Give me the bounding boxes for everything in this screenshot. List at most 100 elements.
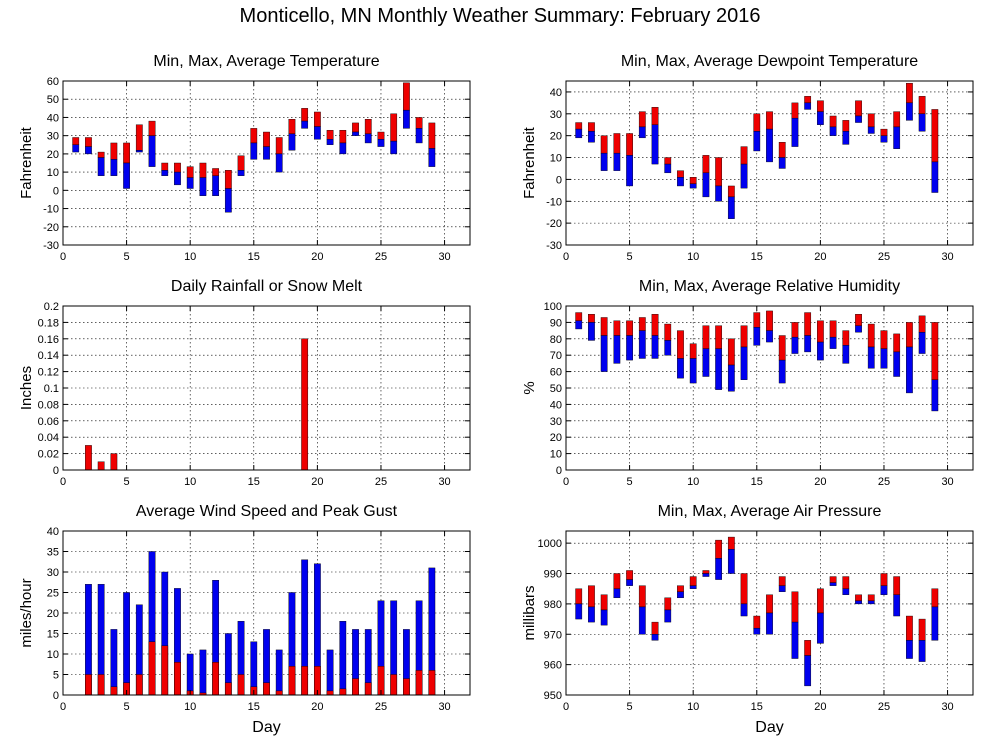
bar-upper [575, 122, 583, 130]
bar-lower [174, 171, 181, 186]
bar-lower [364, 133, 372, 144]
bar-upper [664, 323, 672, 341]
avg-speed-bar [428, 670, 436, 696]
bar-upper [72, 137, 80, 145]
y-tick-label: 0 [556, 465, 562, 477]
avg-speed-bar [161, 645, 169, 696]
avg-speed-bar [364, 682, 372, 696]
bar-lower [753, 327, 761, 346]
rain-bar [110, 453, 118, 471]
bar-upper [715, 157, 723, 187]
y-axis-label: Fahrenheit [521, 126, 538, 199]
bar-upper [97, 151, 105, 158]
x-tick-label: 30 [941, 701, 953, 713]
bar-lower [855, 325, 862, 333]
bar-upper [855, 100, 862, 117]
bar-upper [626, 320, 633, 336]
x-tick-label: 5 [124, 476, 130, 488]
bar-upper [588, 314, 595, 323]
bar-lower [148, 135, 156, 167]
bar-upper [753, 615, 761, 629]
bar-upper [588, 122, 595, 132]
bar-lower [766, 330, 773, 343]
bar-upper [702, 325, 710, 349]
avg-speed-bar [97, 674, 105, 696]
x-tick-label: 10 [184, 476, 196, 488]
bar-lower [842, 345, 850, 364]
bar-upper [829, 115, 837, 128]
bar-upper [931, 588, 939, 608]
bar-upper [339, 129, 347, 144]
chart-title: Min, Max, Average Air Pressure [658, 503, 882, 520]
bar-lower [804, 655, 812, 687]
bar-lower [867, 600, 875, 605]
avg-speed-bar [263, 682, 270, 696]
y-tick-label: 30 [550, 109, 562, 121]
bar-upper [702, 155, 710, 174]
bar-upper [677, 585, 684, 592]
bar-upper [313, 111, 321, 127]
y-axis-label: % [521, 381, 538, 394]
bar-upper [816, 320, 824, 343]
bar-lower [727, 196, 735, 219]
avg-speed-bar [326, 690, 334, 696]
bar-upper [791, 102, 799, 119]
bar-upper [600, 135, 608, 154]
x-tick-label: 10 [687, 251, 699, 263]
bar-upper [867, 323, 875, 348]
gust-bar [123, 592, 130, 696]
bar-lower [613, 335, 621, 364]
bar-upper [199, 162, 207, 178]
bar-upper [613, 133, 621, 154]
bar-upper [689, 343, 697, 359]
bar-lower [778, 359, 786, 384]
x-tick-label: 15 [751, 701, 763, 713]
bar-lower [677, 177, 684, 187]
x-tick-label: 25 [878, 251, 890, 263]
bar-lower [613, 152, 621, 171]
x-tick-label: 5 [627, 251, 633, 263]
y-tick-label: -20 [43, 222, 59, 234]
bar-lower [791, 336, 799, 354]
bar-upper [689, 576, 697, 586]
bar-upper [855, 594, 862, 602]
bar-upper [588, 585, 595, 608]
bar-upper [893, 333, 901, 353]
y-tick-label: 950 [544, 690, 562, 702]
x-tick-label: 0 [60, 251, 66, 263]
bar-lower [275, 153, 283, 173]
bar-lower [638, 126, 646, 139]
bar-upper [880, 330, 888, 349]
bar-upper [855, 314, 862, 326]
bar-lower [415, 128, 423, 144]
bar-upper [85, 137, 92, 147]
bar-lower [651, 335, 659, 359]
bar-lower [588, 606, 595, 623]
bar-lower [753, 627, 761, 635]
bar-upper [161, 162, 169, 171]
bar-lower [575, 603, 583, 620]
y-tick-label: 40 [47, 526, 59, 538]
bar-upper [867, 113, 875, 128]
y-tick-label: 60 [550, 367, 562, 379]
bar-lower [918, 113, 926, 132]
x-tick-label: 10 [184, 701, 196, 713]
x-tick-label: 30 [438, 251, 450, 263]
bar-lower [110, 159, 118, 176]
chart-6: 950 960 970 980 990 1000 0 5 10 15 20 25 30 Min, Max,… [521, 503, 974, 736]
y-axis-label: millibars [521, 585, 538, 640]
x-tick-label: 15 [248, 701, 260, 713]
gust-bar [199, 649, 207, 696]
bar-upper [918, 618, 926, 641]
y-tick-label: 35 [47, 547, 59, 559]
x-tick-label: 0 [563, 701, 569, 713]
bar-upper [829, 320, 837, 338]
bar-lower [689, 358, 697, 384]
bar-upper [804, 96, 812, 104]
bar-lower [390, 140, 398, 155]
bar-lower [931, 606, 939, 641]
y-tick-label: 0 [53, 185, 59, 197]
x-tick-label: 25 [878, 701, 890, 713]
bar-upper [288, 119, 296, 135]
x-tick-label: 10 [687, 701, 699, 713]
